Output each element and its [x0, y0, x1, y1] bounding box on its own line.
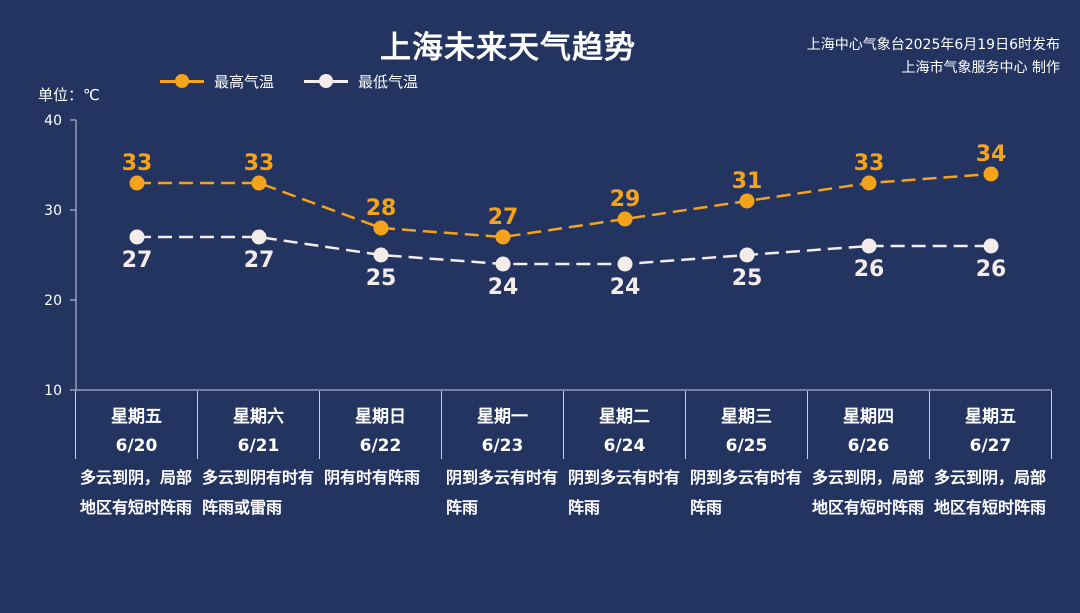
data-label-low: 27 [122, 248, 153, 273]
data-label-low: 25 [366, 266, 397, 291]
data-point-low [617, 256, 633, 272]
day-header: 星期五 6/27 [930, 391, 1052, 459]
data-point-low [495, 256, 511, 272]
weather-description: 多云到阴，局部地区有短时阵雨 [934, 468, 1047, 517]
y-tick-label: 20 [44, 293, 62, 309]
data-point-high [739, 193, 755, 209]
weather-description-row: 多云到阴，局部地区有短时阵雨 多云到阴有时有阵雨或雷雨 阴有时有阵雨 阴到多云有时有阵… [76, 463, 1052, 523]
legend-low-dot [319, 74, 334, 88]
legend-low-label: 最低气温 [358, 72, 419, 91]
legend-high-dot [175, 74, 189, 88]
day-weekday: 星期五 [111, 407, 162, 427]
data-point-high [983, 166, 999, 182]
day-date: 6/23 [481, 436, 524, 456]
day-header: 星期四 6/26 [808, 391, 930, 459]
day-header: 星期六 6/21 [198, 391, 320, 459]
y-tick-label: 30 [44, 203, 62, 219]
day-weekday: 星期日 [355, 407, 406, 427]
publisher-info: 上海中心气象台2025年6月19日6时发布 上海市气象服务中心 制作 [807, 34, 1060, 80]
day-header: 星期五 6/20 [76, 391, 198, 459]
data-point-high [617, 211, 633, 227]
day-header: 星期一 6/23 [442, 391, 564, 459]
data-point-high [861, 175, 877, 191]
series-line-low [137, 235, 991, 266]
data-label-high: 27 [488, 205, 519, 230]
legend-high-swatch [160, 71, 204, 91]
data-point-low [251, 229, 267, 245]
data-label-high: 29 [610, 187, 641, 212]
data-point-high [251, 175, 267, 191]
data-label-high: 28 [366, 196, 397, 221]
y-tick-label: 10 [44, 383, 62, 399]
weather-description: 多云到阴，局部地区有短时阵雨 [80, 468, 193, 517]
page-title: 上海未来天气趋势 [380, 30, 636, 66]
data-label-low: 24 [488, 275, 519, 300]
publisher-line-2: 上海市气象服务中心 制作 [901, 60, 1060, 76]
legend-low-swatch [304, 71, 349, 91]
day-date: 6/21 [237, 436, 280, 456]
day-grid-left-border [75, 391, 76, 459]
data-label-low: 27 [244, 248, 275, 273]
weather-description: 阴到多云有时有阵雨 [446, 468, 559, 517]
data-point-low [129, 229, 145, 245]
data-point-low [861, 238, 877, 254]
day-date: 6/22 [359, 436, 402, 456]
day-weekday: 星期四 [843, 407, 894, 427]
day-header: 星期三 6/25 [686, 391, 808, 459]
data-point-high [129, 175, 145, 191]
data-point-high [373, 220, 389, 236]
data-label-high: 33 [122, 151, 153, 176]
data-label-low: 26 [854, 257, 885, 282]
legend-item-high: 最高气温 [160, 71, 274, 92]
weather-description: 阴到多云有时有阵雨 [690, 468, 803, 517]
weather-description: 阴有时有阵雨 [324, 468, 421, 487]
data-label-high: 33 [854, 151, 885, 176]
unit-label: 单位：℃ [38, 86, 100, 104]
publisher-line-1: 上海中心气象台2025年6月19日6时发布 [806, 37, 1060, 53]
data-label-high: 31 [732, 169, 763, 194]
day-header-row: 星期五 6/20 星期六 6/21 星期日 6/22 星期一 6/23 星期二 6/24 星期三 6/… [76, 391, 1052, 459]
day-header: 星期二 6/24 [564, 391, 686, 459]
chart-legend: 最高气温 最低气温 [160, 70, 448, 92]
day-date: 6/20 [115, 436, 158, 456]
day-header: 星期日 6/22 [320, 391, 442, 459]
data-label-low: 26 [976, 257, 1007, 282]
data-label-high: 33 [244, 151, 275, 176]
data-point-low [373, 247, 389, 263]
data-label-low: 24 [610, 275, 641, 300]
legend-item-low: 最低气温 [304, 71, 418, 92]
legend-high-label: 最高气温 [214, 72, 275, 91]
data-label-high: 34 [976, 142, 1007, 167]
data-point-low [983, 238, 999, 254]
day-weekday: 星期一 [477, 407, 528, 427]
data-point-high [495, 229, 511, 245]
data-label-low: 25 [732, 266, 763, 291]
weather-description: 多云到阴有时有阵雨或雷雨 [202, 468, 315, 517]
day-weekday: 星期五 [965, 407, 1016, 427]
weather-description: 阴到多云有时有阵雨 [568, 468, 681, 517]
data-point-low [739, 247, 755, 263]
day-date: 6/26 [847, 436, 890, 456]
weather-description: 多云到阴，局部地区有短时阵雨 [812, 468, 925, 517]
temperature-chart: 10 20 30 40 33 33 28 27 29 31 33 34 27 27 25 24 24 25 26 26 [44, 113, 1052, 399]
day-weekday: 星期二 [599, 407, 650, 427]
y-tick-label: 40 [44, 113, 62, 129]
day-weekday: 星期六 [233, 407, 284, 427]
day-date: 6/25 [725, 436, 768, 456]
day-date: 6/27 [969, 436, 1012, 456]
series-line-high [137, 172, 992, 239]
day-weekday: 星期三 [721, 407, 772, 427]
day-date: 6/24 [603, 436, 646, 456]
